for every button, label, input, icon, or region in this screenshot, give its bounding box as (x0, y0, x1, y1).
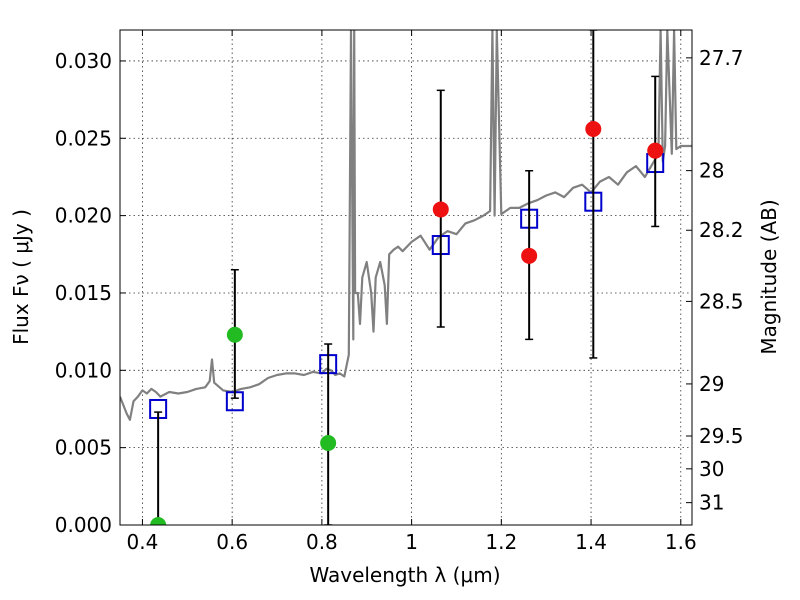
y2-tick-label: 28.5 (699, 289, 744, 313)
y2-tick-label: 29.5 (699, 424, 744, 448)
optical-flux-point (320, 435, 337, 452)
nir-flux-point (647, 142, 664, 159)
x-tick-label: 1.6 (665, 530, 697, 554)
y-tick-label: 0.030 (55, 49, 112, 73)
plot-layer (120, 30, 692, 525)
y2-tick-label: 28.2 (699, 218, 744, 242)
x-tick-label: 0.6 (216, 530, 248, 554)
y-tick-label: 0.010 (55, 358, 112, 382)
y2-tick-label: 30 (699, 457, 724, 481)
grid-layer (120, 30, 692, 526)
x-tick-label: 1 (405, 530, 418, 554)
nir-flux-point (432, 201, 449, 218)
y-tick-label: 0.015 (55, 281, 112, 305)
y2-tick-label: 27.7 (699, 46, 744, 70)
y-tick-label: 0.000 (55, 513, 112, 537)
y-axis-label: Flux Fν ( μJy ) (9, 209, 33, 345)
x-axis-label: Wavelength λ (μm) (309, 563, 500, 587)
y2-tick-label: 29 (699, 372, 724, 396)
right-axis-label: Magnitude (AB) (757, 199, 781, 354)
y-tick-label: 0.005 (55, 436, 112, 460)
x-tick-label: 0.4 (127, 530, 159, 554)
y2-tick-label: 28 (699, 159, 724, 183)
optical-flux-point (150, 517, 167, 525)
x-tick-label: 0.8 (306, 530, 338, 554)
plot-frame (119, 29, 693, 526)
model-spectrum-line (120, 30, 692, 421)
nir-flux-point (585, 121, 602, 137)
y-tick-label: 0.025 (55, 126, 112, 150)
nir-flux-point (521, 247, 538, 264)
y2-tick-label: 31 (699, 491, 724, 515)
x-tick-label: 1.4 (575, 530, 607, 554)
optical-flux-point (226, 326, 243, 343)
y-tick-label: 0.020 (55, 204, 112, 228)
tick-layer: 0.4 0.6 0.8 1 1.2 1.4 1.6 0.000 0.005 0.010 0.015 0… (55, 30, 744, 554)
x-tick-label: 1.2 (485, 530, 517, 554)
